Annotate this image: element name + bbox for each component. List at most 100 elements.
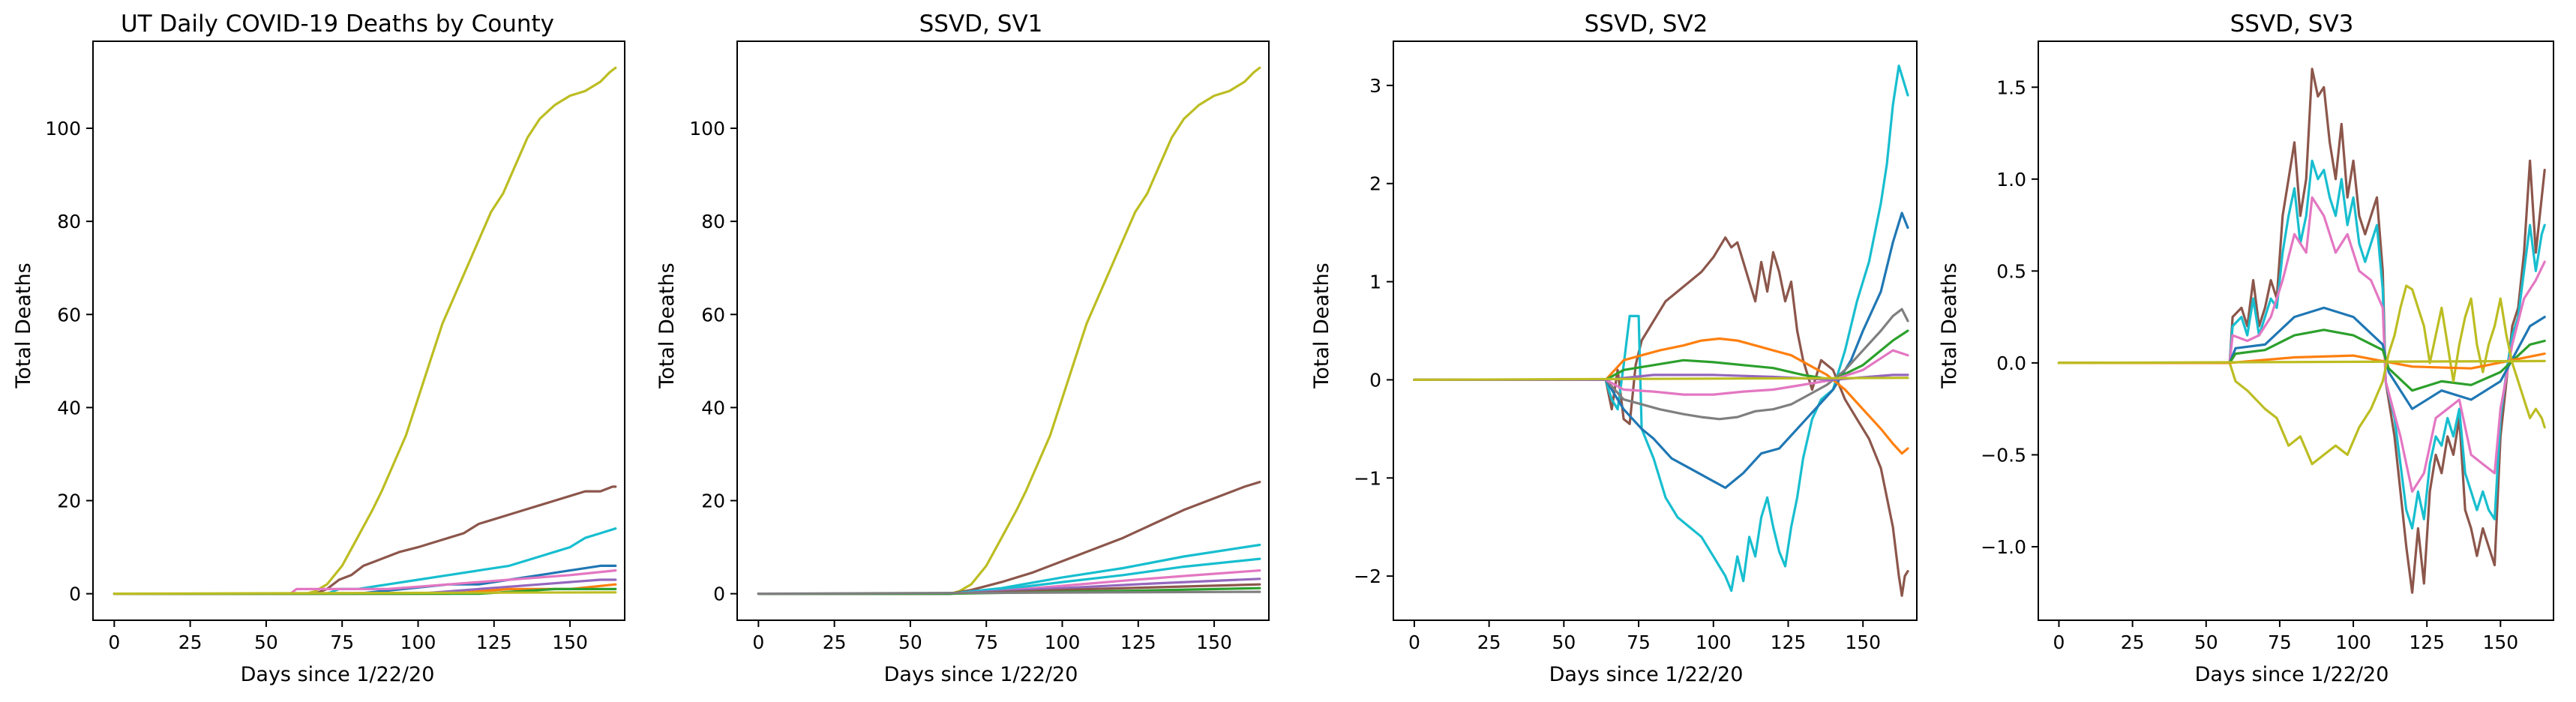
- chart-4-xtick-label-2: 25: [2121, 632, 2145, 653]
- chart-2-ytick-label-1: 0: [713, 584, 725, 605]
- chart-2-series-line-2: [757, 481, 1261, 596]
- chart-1-series-line-2: [112, 485, 617, 596]
- chart-1-xtick-label-2: 25: [178, 632, 202, 653]
- chart-1-ytick-label-6: 100: [45, 118, 81, 140]
- chart-1-plot: 0 25 50 75 100 125 150 0 20 40 60 80 100: [45, 40, 625, 653]
- chart-3-series-line-2: [1413, 64, 1909, 592]
- chart-1-series-line-1: [112, 66, 617, 596]
- chart-4-title: SSVD, SV3: [2230, 10, 2354, 38]
- chart-1-series-line-9: [112, 591, 617, 596]
- chart-4-xtick-label-5: 100: [2335, 632, 2371, 653]
- chart-2-ytick-label-3: 40: [701, 397, 725, 418]
- chart-3-ytick-label-4: 1: [1369, 272, 1381, 293]
- chart-3-xtick-label-2: 25: [1477, 632, 1501, 653]
- chart-3-series-group: [1413, 64, 1909, 597]
- chart-2-axes-frame: [736, 40, 1270, 621]
- chart-1-ytick-label-4: 60: [57, 304, 81, 326]
- chart-3-xlabel: Days since 1/22/20: [1549, 663, 1744, 686]
- chart-2-xtick-label-1: 0: [752, 632, 764, 653]
- chart-1-ytick-label-5: 80: [57, 211, 81, 232]
- chart-2-xtick-label-4: 75: [974, 632, 998, 653]
- chart-3-xtick-label-1: 0: [1408, 632, 1420, 653]
- chart-2-title: SSVD, SV1: [919, 10, 1043, 38]
- chart-4-xtick-label-4: 75: [2268, 632, 2292, 653]
- chart-1-xtick-label-4: 75: [330, 632, 354, 653]
- chart-2-ytick-label-5: 80: [701, 211, 725, 232]
- chart-3-xtick-label-5: 100: [1696, 632, 1732, 653]
- chart-4-series-line-3: [2057, 196, 2546, 494]
- chart-3-title: SSVD, SV2: [1585, 10, 1708, 38]
- chart-2-xtick-label-3: 50: [898, 632, 922, 653]
- chart-2-xtick-label-2: 25: [823, 632, 847, 653]
- chart-2-ylabel: Total Deaths: [655, 262, 679, 388]
- chart-3-series-line-6: [1413, 329, 1909, 381]
- chart-2-ytick-label-4: 60: [701, 304, 725, 326]
- chart-4-series-line-4: [2057, 306, 2546, 410]
- chart-1-ytick-label-2: 20: [57, 490, 81, 512]
- chart-3-xtick-label-4: 75: [1627, 632, 1651, 653]
- chart-4-ytick-label-3: 0.0: [1996, 352, 2026, 374]
- chart-panel-1: UT Daily COVID-19 Deaths by County 0 25 50…: [12, 10, 625, 686]
- chart-4-ylabel: Total Deaths: [1938, 262, 1961, 388]
- chart-3-axes-frame: [1393, 40, 1918, 621]
- chart-1-xtick-label-5: 100: [400, 632, 436, 653]
- chart-1-ytick-label-1: 0: [69, 584, 81, 605]
- chart-3-ytick-label-3: 0: [1369, 369, 1381, 391]
- chart-3-ytick-label-5: 2: [1369, 173, 1381, 195]
- chart-3-series-line-9: [1413, 376, 1909, 381]
- chart-2-series-line-1: [757, 66, 1261, 596]
- chart-3-series-line-3: [1413, 212, 1909, 490]
- chart-2-xtick-label-5: 100: [1045, 632, 1081, 653]
- chart-1-xtick-label-3: 50: [254, 632, 278, 653]
- chart-3-ytick-label-1: −2: [1354, 566, 1381, 587]
- chart-3-series-line-5: [1413, 308, 1909, 421]
- chart-4-xlabel: Days since 1/22/20: [2195, 663, 2389, 686]
- chart-2-xtick-label-7: 150: [1196, 632, 1232, 653]
- chart-4-ytick-label-2: −0.5: [1981, 444, 2026, 466]
- chart-4-plot: 0 25 50 75 100 125 150 −1.0 −0.5 0.0 0.5 1.0 1.5: [1981, 40, 2554, 653]
- chart-4-xtick-label-3: 50: [2194, 632, 2218, 653]
- chart-3-xtick-label-6: 125: [1771, 632, 1807, 653]
- chart-2-series-group: [757, 66, 1261, 596]
- chart-3-series-line-4: [1413, 337, 1909, 455]
- chart-3-ytick-label-2: −1: [1354, 467, 1381, 489]
- chart-4-ytick-label-1: −1.0: [1981, 536, 2026, 558]
- chart-4-series-line-5: [2057, 328, 2546, 392]
- chart-3-xtick-label-7: 150: [1845, 632, 1881, 653]
- chart-2-xlabel: Days since 1/22/20: [884, 663, 1078, 686]
- chart-3-ytick-label-6: 3: [1369, 75, 1381, 97]
- chart-panel-4: SSVD, SV3 0 25 50 75 100 125 150 −1.0 −0.5 0.0 0.5…: [1938, 10, 2554, 686]
- chart-panel-2: SSVD, SV1 0 25 50 75 100 125 150 0 20 40 60 80 100 D…: [655, 10, 1270, 686]
- chart-1-series-group: [112, 66, 617, 596]
- chart-1-xtick-label-6: 125: [476, 632, 512, 653]
- chart-4-xtick-label-6: 125: [2409, 632, 2445, 653]
- chart-4-series-line-6: [2057, 284, 2546, 466]
- chart-4-ytick-label-5: 1.0: [1996, 169, 2026, 190]
- chart-1-xtick-label-7: 150: [552, 632, 588, 653]
- chart-4-axes-frame: [2038, 40, 2554, 621]
- chart-panel-3: SSVD, SV2 0 25 50 75 100 125 150 −2 −1 0 1 2 3 Days …: [1310, 10, 1918, 686]
- chart-1-ytick-label-3: 40: [57, 397, 81, 418]
- chart-1-title: UT Daily COVID-19 Deaths by County: [121, 10, 554, 38]
- chart-3-series-line-7: [1413, 349, 1909, 396]
- chart-2-ytick-label-6: 100: [689, 118, 725, 140]
- chart-2-series-line-9: [757, 590, 1261, 596]
- chart-1-axes-frame: [92, 40, 625, 621]
- chart-4-ytick-label-6: 1.5: [1996, 76, 2026, 98]
- chart-1-xlabel: Days since 1/22/20: [241, 663, 435, 686]
- chart-3-ylabel: Total Deaths: [1310, 262, 1333, 388]
- chart-4-xtick-label-7: 150: [2482, 632, 2518, 653]
- chart-2-xtick-label-6: 125: [1120, 632, 1156, 653]
- chart-4-ytick-label-4: 0.5: [1996, 260, 2026, 282]
- chart-2-plot: 0 25 50 75 100 125 150 0 20 40 60 80 100: [689, 40, 1270, 653]
- chart-4-series-group: [2057, 68, 2546, 594]
- chart-4-series-line-8: [2057, 359, 2546, 364]
- chart-1-xtick-label-1: 0: [108, 632, 120, 653]
- chart-4-xtick-label-1: 0: [2053, 632, 2065, 653]
- chart-2-ytick-label-2: 20: [701, 490, 725, 512]
- chart-1-ylabel: Total Deaths: [12, 262, 35, 388]
- chart-3-plot: 0 25 50 75 100 125 150 −2 −1 0 1 2 3: [1354, 40, 1918, 653]
- chart-3-xtick-label-3: 50: [1552, 632, 1576, 653]
